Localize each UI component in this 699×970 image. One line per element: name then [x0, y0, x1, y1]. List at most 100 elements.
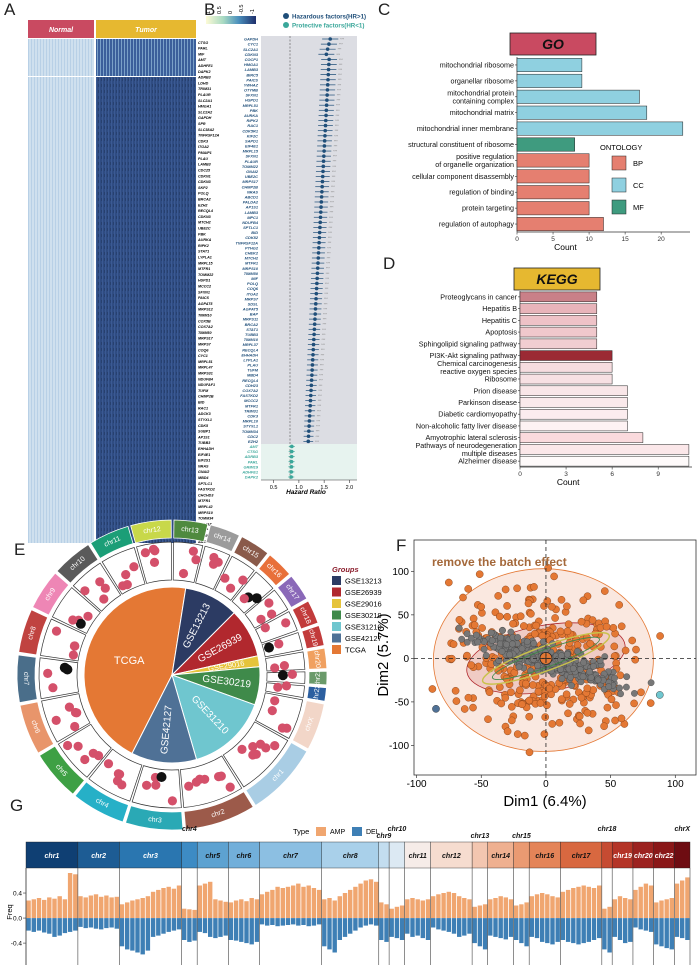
heatmap-gene-label: EIF2S1 — [198, 459, 210, 463]
scatter-point-tcga — [478, 624, 486, 632]
scatter-point-gse — [568, 682, 575, 689]
cnv-del-bar — [529, 918, 534, 937]
cnv-chromosome-label: chr1 — [45, 853, 60, 860]
cnv-chromosome-label: chr9 — [377, 833, 392, 840]
cnv-amp-bar — [545, 894, 550, 919]
cnv-amp-bar — [202, 883, 208, 918]
forest-gene-label: FASTKD2 — [240, 393, 259, 398]
forest-significance: *** — [326, 267, 330, 271]
forest-gene-label: AURKA — [243, 113, 258, 118]
cnv-del-bar — [73, 918, 78, 931]
forest-gene-label: MRPS10 — [242, 266, 258, 271]
scatter-x-label: Dim1 (6.4%) — [503, 793, 586, 810]
forest-gene-label: PLAUR — [245, 159, 259, 164]
scatter-point-tcga — [632, 645, 640, 654]
forest-gene-label: GAPDH — [244, 37, 258, 42]
chromosome-band — [258, 554, 291, 587]
cnv-amp-bar — [228, 902, 234, 918]
heatmap-gene-label: CHMP2B — [198, 395, 214, 399]
forest-gene-label: ADRB3 — [244, 454, 259, 459]
cnv-del-bar — [560, 918, 566, 940]
cnv-del-bar — [119, 918, 125, 947]
forest-hr-point — [316, 261, 320, 265]
forest-gene-label: LAMB3 — [245, 67, 259, 72]
cnv-amp-bar — [78, 896, 83, 919]
forest-hr-point — [321, 164, 326, 169]
cnv-bars: 0.4 0.0 -0.4 chr1 chr2 chr3 chr4 chr5 chr6 chr7 ch… — [11, 826, 691, 965]
forest-hr-point — [308, 398, 313, 403]
panel-label-c: C — [378, 0, 391, 19]
forest-significance: *** — [316, 425, 320, 429]
circos-point — [237, 744, 247, 755]
cnv-del-bar — [249, 918, 254, 945]
forest-gene-label: BID — [251, 230, 258, 235]
cnv-del-bar — [161, 918, 166, 934]
cnv-del-bar — [503, 918, 508, 940]
circos-point — [184, 781, 194, 791]
cnv-del-bar — [301, 918, 306, 925]
forest-gene-label: MRPL51 — [243, 103, 258, 108]
forest-hr-point — [325, 88, 330, 92]
forest-hr-point — [317, 230, 322, 235]
cnv-amp-bar — [643, 883, 649, 918]
scatter-point-tcga — [563, 602, 571, 611]
chromosome-band — [291, 600, 319, 630]
cnv-del-bar — [306, 918, 311, 927]
forest-gene-label: KIF2C — [247, 133, 258, 138]
heatmap-gene-label: AGPAT5 — [197, 302, 213, 306]
cnv-del-bar — [104, 918, 109, 929]
cnv-del-bar — [125, 918, 130, 950]
chromosome-track — [51, 587, 101, 634]
cnv-del-bar — [664, 918, 669, 949]
bar-category-label: cellular component disassembly — [412, 172, 514, 181]
cnv-amp-bar — [42, 899, 47, 918]
forest-significance: *** — [321, 353, 325, 357]
go-legend-label: CC — [633, 181, 644, 190]
scatter-point-gse — [480, 645, 488, 653]
bar-x-label: Count — [557, 477, 580, 487]
forest-gene-label: ABCD1 — [244, 195, 258, 200]
cnv-del-bar — [519, 918, 524, 944]
cnv-amp-bar — [581, 885, 586, 918]
forest-significance: *** — [324, 302, 328, 306]
forest-gene-label: HMGA1 — [244, 62, 258, 67]
cnv-del-bar — [156, 918, 161, 936]
heatmap-gene-label: GNAI2 — [198, 470, 210, 474]
cnv-del-bar — [322, 918, 327, 947]
pie-slice — [131, 673, 198, 764]
forest-gene-label: MRPL37 — [243, 342, 259, 347]
chromosome-band — [90, 525, 134, 559]
forest-hr-point — [327, 57, 331, 62]
forest-hr-point — [318, 225, 322, 230]
heatmap-gene-label: MRPL47 — [198, 366, 213, 370]
forest-significance: *** — [339, 58, 343, 62]
scatter-point-tcga — [470, 621, 479, 629]
forest-significance: *** — [339, 63, 343, 67]
bar-x-tick-label: 5 — [551, 236, 555, 243]
chromosome-band — [16, 654, 38, 704]
cnv-del-bar — [42, 918, 47, 933]
chromosome-track — [214, 555, 255, 601]
scatter-point-tcga — [540, 692, 549, 701]
cnv-amp-bar — [176, 885, 182, 918]
forest-hr-point — [306, 434, 311, 439]
circos-point — [251, 593, 262, 604]
heatmap-gene-label: TOMM22 — [198, 273, 214, 277]
scatter-point-tcga — [577, 693, 586, 702]
cnv-del-bar — [171, 918, 177, 931]
scatter-point-tcga — [521, 731, 529, 740]
cnv-chromosome-label: chr17 — [572, 853, 592, 860]
forest-significance: *** — [330, 201, 334, 205]
scatter-point-tcga — [603, 703, 612, 712]
heatmap-gene-label: ADCK3 — [197, 412, 212, 416]
cnv-del-bar — [467, 918, 472, 934]
scatter-point-tcga — [485, 688, 494, 697]
scatter-point-tcga — [621, 646, 630, 655]
scatter-point-gse — [623, 683, 630, 691]
forest-gene-label: PBK — [250, 108, 259, 113]
scatter-point-gse — [463, 630, 471, 638]
cnv-del-bar — [384, 918, 389, 942]
cnv-del-bar — [285, 918, 291, 925]
circos-point — [83, 611, 93, 621]
